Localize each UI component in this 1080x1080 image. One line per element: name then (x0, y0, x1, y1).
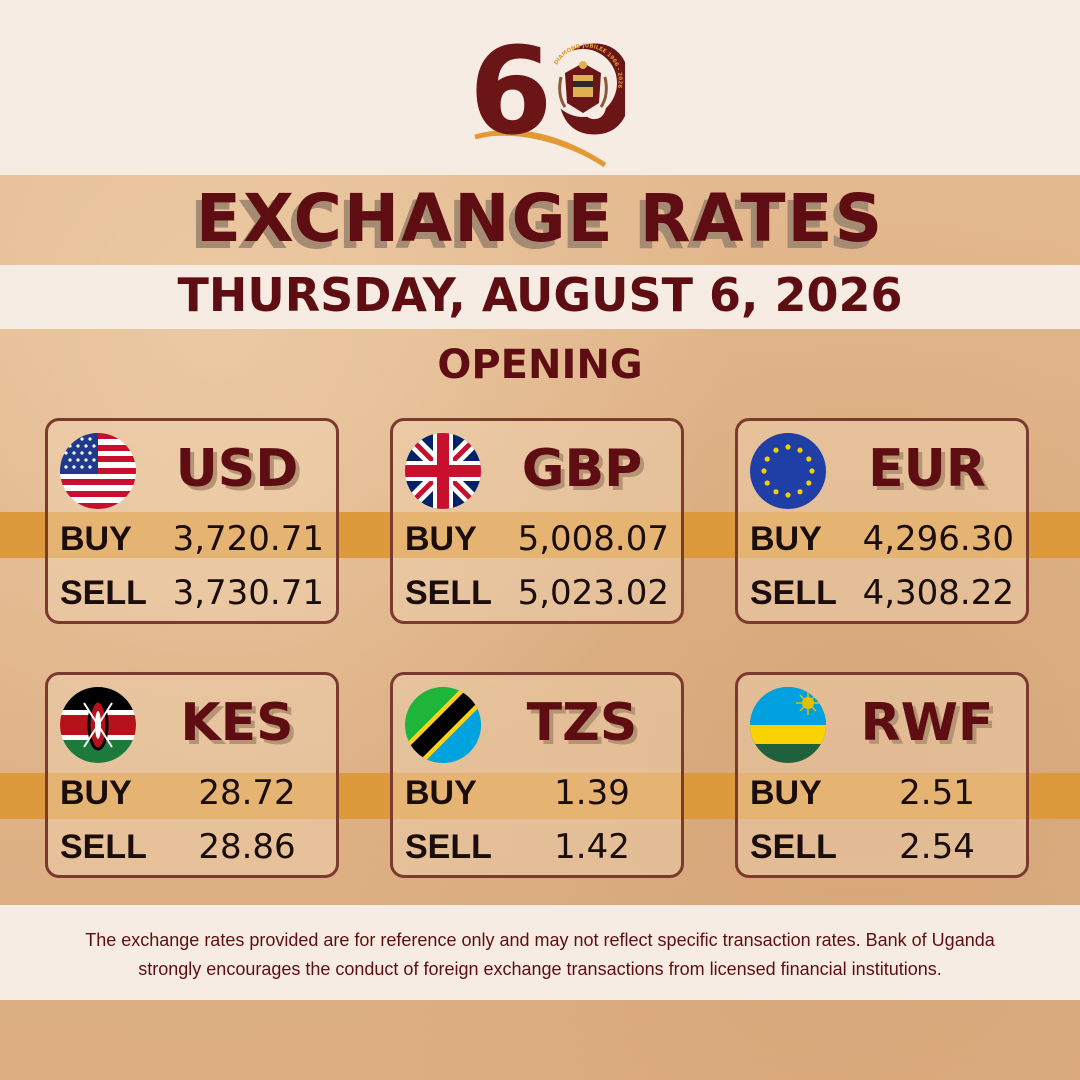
buy-row: BUY 3,720.71 (60, 517, 326, 561)
buy-row: BUY 5,008.07 (405, 517, 671, 561)
currency-card-eur: EUR BUY 4,296.30 SELL 4,308.22 (735, 418, 1029, 624)
buy-rate: 2.51 (899, 773, 975, 813)
buy-row: BUY 1.39 (405, 771, 671, 815)
sell-label: SELL (60, 827, 147, 866)
buy-row: BUY 28.72 (60, 771, 326, 815)
buy-label: BUY (750, 773, 822, 812)
sell-label: SELL (60, 573, 147, 612)
tanzania-flag-icon (405, 687, 481, 763)
sell-label: SELL (750, 573, 837, 612)
sell-rate: 2.54 (899, 827, 975, 867)
header-band (0, 0, 1080, 175)
currency-card-usd: USD BUY 3,720.71 SELL 3,730.71 (45, 418, 339, 624)
eu-flag-icon (750, 433, 826, 509)
sell-label: SELL (750, 827, 837, 866)
buy-label: BUY (60, 519, 132, 558)
kenya-flag-icon (60, 687, 136, 763)
buy-label: BUY (60, 773, 132, 812)
sell-row: SELL 5,023.02 (405, 571, 671, 615)
sell-row: SELL 28.86 (60, 825, 326, 869)
sell-row: SELL 2.54 (750, 825, 1016, 869)
currency-card-rwf: RWF BUY 2.51 SELL 2.54 (735, 672, 1029, 878)
diamond-jubilee-logo: 60 DIAMOND JUBILEE 1966 - 2026 (469, 25, 625, 168)
page-title: EXCHANGE RATES (195, 180, 885, 257)
sell-row: SELL 1.42 (405, 825, 671, 869)
buy-label: BUY (750, 519, 822, 558)
date-band (0, 265, 1080, 329)
buy-row: BUY 2.51 (750, 771, 1016, 815)
sell-rate: 28.86 (198, 827, 296, 867)
currency-card-tzs: TZS BUY 1.39 SELL 1.42 (390, 672, 684, 878)
currency-code: EUR (868, 439, 986, 499)
footer-band (0, 905, 1080, 1000)
sell-rate: 5,023.02 (517, 573, 669, 613)
date-heading: THURSDAY, AUGUST 6, 2026 (177, 268, 903, 322)
buy-label: BUY (405, 519, 477, 558)
buy-label: BUY (405, 773, 477, 812)
currency-card-kes: KES BUY 28.72 SELL 28.86 (45, 672, 339, 878)
buy-rate: 1.39 (554, 773, 630, 813)
sell-row: SELL 4,308.22 (750, 571, 1016, 615)
buy-rate: 28.72 (198, 773, 296, 813)
currency-code: GBP (521, 439, 643, 499)
buy-row: BUY 4,296.30 (750, 517, 1016, 561)
currency-code: KES (180, 693, 294, 753)
currency-code: TZS (526, 693, 638, 753)
buy-rate: 5,008.07 (517, 519, 669, 559)
sell-rate: 4,308.22 (862, 573, 1014, 613)
currency-card-gbp: GBP BUY 5,008.07 SELL 5,023.02 (390, 418, 684, 624)
sell-rate: 1.42 (554, 827, 630, 867)
buy-rate: 4,296.30 (862, 519, 1014, 559)
session-label: OPENING (437, 342, 643, 388)
buy-rate: 3,720.71 (172, 519, 324, 559)
buy-stripe-top (0, 512, 1080, 558)
buy-stripe-bottom (0, 773, 1080, 819)
currency-code: USD (175, 439, 299, 499)
currency-code: RWF (860, 693, 994, 753)
sell-row: SELL 3,730.71 (60, 571, 326, 615)
usa-flag-icon (60, 433, 136, 509)
sell-label: SELL (405, 827, 492, 866)
sell-label: SELL (405, 573, 492, 612)
sell-rate: 3,730.71 (172, 573, 324, 613)
disclaimer-text: The exchange rates provided are for refe… (85, 930, 995, 979)
